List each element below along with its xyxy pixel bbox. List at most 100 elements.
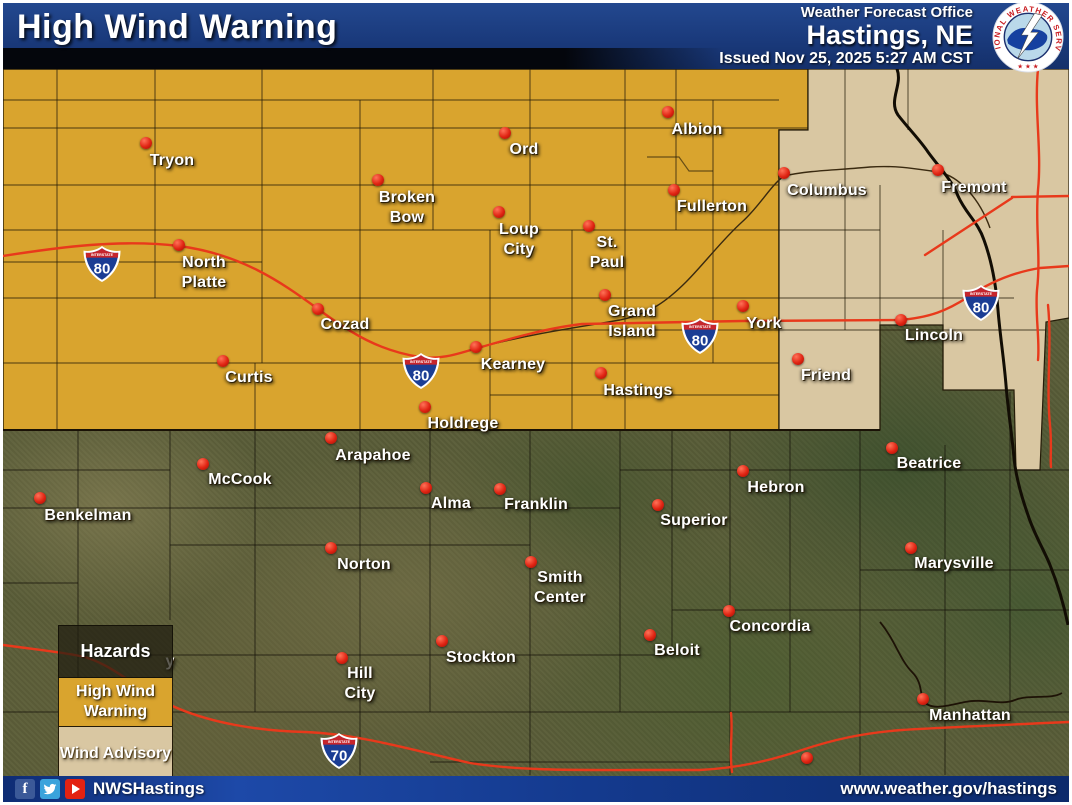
city-dot: [801, 752, 813, 764]
city-dot-norton: [325, 542, 337, 554]
city-dot-loup-city: [493, 206, 505, 218]
city-dot-tryon: [140, 137, 152, 149]
social-icons: f: [15, 779, 85, 799]
city-dot-hill-city: [336, 652, 348, 664]
city-dot-superior: [652, 499, 664, 511]
svg-text:80: 80: [94, 261, 111, 278]
city-label-lincoln: Lincoln: [904, 327, 964, 344]
city-label-friend: Friend: [800, 367, 852, 384]
city-label-norton: Norton: [337, 556, 391, 573]
nws-logo-stars: ★ ★ ★: [1017, 62, 1039, 70]
office-info: Weather Forecast Office Hastings, NE Iss…: [719, 5, 973, 67]
city-label-fullerton: Fullerton: [676, 198, 748, 215]
city-dot-ord: [499, 127, 511, 139]
city-label-york: York: [746, 315, 782, 332]
city-dot-holdrege: [419, 401, 431, 413]
city-label-mccook: McCook: [208, 471, 272, 488]
city-dot-hebron: [737, 465, 749, 477]
city-label-benkelman: Benkelman: [44, 507, 132, 524]
city-dot-beatrice: [886, 442, 898, 454]
header-shade: [3, 48, 723, 69]
city-label-superior: Superior: [660, 512, 728, 529]
city-dot-concordia: [723, 605, 735, 617]
city-dot-franklin: [494, 483, 506, 495]
svg-text:INTERSTATE: INTERSTATE: [410, 360, 433, 364]
city-label-holdrege: Holdrege: [427, 415, 499, 432]
city-dot-fremont: [932, 164, 944, 176]
legend-title: Hazards: [58, 625, 173, 678]
office-label: Weather Forecast Office: [800, 4, 973, 21]
city-dot-curtis: [217, 355, 229, 367]
city-label-cozad: Cozad: [320, 316, 370, 333]
city-dot-marysville: [905, 542, 917, 554]
footer-bar: f NWSHastings www.weather.gov/hastings: [3, 776, 1069, 802]
wind-advisory-area: [778, 69, 1069, 471]
svg-text:80: 80: [973, 300, 990, 317]
city-dot-grand-island: [599, 289, 611, 301]
page-title: High Wind Warning: [17, 7, 338, 46]
issued-timestamp: Issued Nov 25, 2025 5:27 AM CST: [719, 49, 973, 67]
twitter-icon[interactable]: [40, 779, 60, 799]
city-label-columbus: Columbus: [787, 182, 867, 199]
svg-text:INTERSTATE: INTERSTATE: [328, 740, 351, 744]
city-dot-broken-bow: [372, 174, 384, 186]
svg-text:80: 80: [692, 333, 709, 350]
city-label-kearney: Kearney: [480, 356, 546, 373]
city-label-north-platte: North Platte: [181, 254, 227, 291]
svg-text:INTERSTATE: INTERSTATE: [970, 292, 993, 296]
city-label-hill-city: Hill City: [344, 665, 376, 702]
city-label-alma: Alma: [431, 495, 471, 512]
city-dot-smith-center: [525, 556, 537, 568]
city-label-beatrice: Beatrice: [896, 455, 962, 472]
map-layers: [3, 69, 1069, 775]
city-label-arapahoe: Arapahoe: [335, 447, 411, 464]
city-label-hastings: Hastings: [603, 382, 673, 399]
footer-url[interactable]: www.weather.gov/hastings: [840, 779, 1057, 798]
city-dot-north-platte: [173, 239, 185, 251]
city-dot-york: [737, 300, 749, 312]
city-dot-stockton: [436, 635, 448, 647]
city-dot-fullerton: [668, 184, 680, 196]
header-banner: High Wind Warning Weather Forecast Offic…: [3, 3, 1069, 69]
city-label-concordia: Concordia: [729, 618, 811, 635]
nws-logo: NATIONAL WEATHER SERVICE ★ ★ ★: [992, 1, 1064, 73]
city-label-st-paul: St. Paul: [589, 234, 625, 271]
youtube-icon[interactable]: [65, 779, 85, 799]
city-label-loup-city: Loup City: [499, 221, 539, 258]
city-dot-friend: [792, 353, 804, 365]
city-dot-kearney: [470, 341, 482, 353]
kansas-river: [879, 621, 1063, 708]
city-dot-benkelman: [34, 492, 46, 504]
city-label-smith-center: Smith Center: [534, 569, 586, 606]
city-label-ord: Ord: [509, 141, 539, 158]
city-dot-hastings: [595, 367, 607, 379]
city-label-beloit: Beloit: [654, 642, 700, 659]
city-label-fremont: Fremont: [941, 179, 1007, 196]
city-label-tryon: Tryon: [149, 152, 195, 169]
missouri-river-border: [892, 69, 1069, 626]
twitter-bird-icon: [43, 783, 57, 795]
legend-title-text: Hazards: [80, 641, 151, 661]
city-label-stockton: Stockton: [445, 649, 517, 666]
city-dot-manhattan: [917, 693, 929, 705]
legend: Hazards High Wind Warning Wind Advisory: [58, 625, 173, 776]
facebook-icon[interactable]: f: [15, 779, 35, 799]
city-dot-alma: [420, 482, 432, 494]
city-label-curtis: Curtis: [225, 369, 273, 386]
city-label-hebron: Hebron: [747, 479, 805, 496]
svg-text:70: 70: [331, 748, 348, 765]
social-handle: NWSHastings: [93, 779, 205, 798]
svg-text:INTERSTATE: INTERSTATE: [91, 253, 114, 257]
county-lines-south: [3, 392, 1069, 775]
city-label-franklin: Franklin: [504, 496, 568, 513]
city-label-grand-island: Grand Island: [607, 303, 657, 340]
city-label-manhattan: Manhattan: [929, 707, 1011, 724]
city-dot-columbus: [778, 167, 790, 179]
city-dot-mccook: [197, 458, 209, 470]
city-dot-albion: [662, 106, 674, 118]
city-label-broken-bow: Broken Bow: [378, 189, 436, 226]
legend-advisory-line1: Wind Advisory: [59, 744, 172, 762]
city-dot-st-paul: [583, 220, 595, 232]
play-icon: [72, 784, 80, 794]
